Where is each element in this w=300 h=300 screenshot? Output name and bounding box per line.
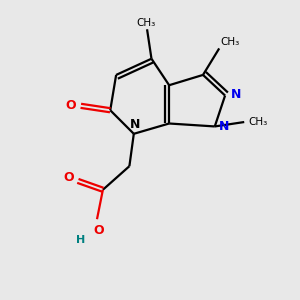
Text: CH₃: CH₃ [221, 37, 240, 47]
Text: CH₃: CH₃ [136, 18, 155, 28]
Text: H: H [76, 236, 86, 245]
Text: O: O [93, 224, 104, 237]
Text: CH₃: CH₃ [249, 117, 268, 127]
Text: N: N [130, 118, 140, 131]
Text: N: N [230, 88, 241, 100]
Text: N: N [219, 120, 230, 133]
Text: O: O [64, 171, 74, 184]
Text: O: O [66, 99, 76, 112]
